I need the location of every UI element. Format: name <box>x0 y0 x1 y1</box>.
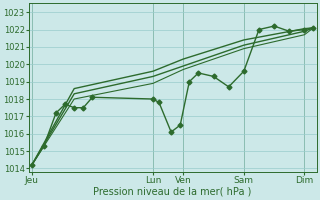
X-axis label: Pression niveau de la mer( hPa ): Pression niveau de la mer( hPa ) <box>93 187 252 197</box>
